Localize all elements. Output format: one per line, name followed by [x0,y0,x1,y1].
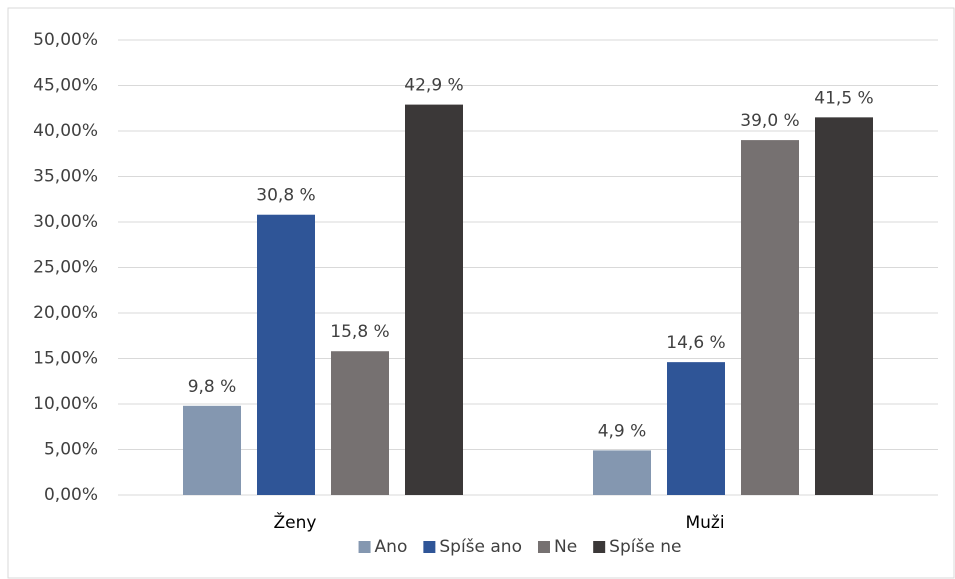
value-label: 30,8 % [256,186,315,206]
y-tick-label: 45,00% [33,76,98,96]
chart-border [7,7,955,579]
value-label: 42,9 % [404,76,463,96]
bar [257,214,315,495]
bar [667,362,725,495]
y-tick-label: 0,00% [44,485,98,505]
y-tick-label: 25,00% [33,258,98,278]
bar [593,450,651,495]
y-tick-label: 5,00% [44,440,98,460]
y-tick-label: 40,00% [33,121,98,141]
value-label: 14,6 % [666,333,725,353]
x-tick-label: Ženy [274,511,317,533]
value-label: 15,8 % [330,322,389,342]
bar [183,405,241,495]
value-label: 9,8 % [188,377,237,397]
legend-swatch [358,541,371,553]
value-label: 41,5 % [814,88,873,108]
legend-swatch [537,541,550,553]
legend-label: Ano [375,537,408,557]
y-tick-label: 15,00% [33,349,98,369]
y-tick-label: 50,00% [33,30,98,50]
bar [815,117,873,495]
legend-label: Spíše ne [609,537,681,557]
legend-swatch [423,541,436,553]
value-label: 4,9 % [598,421,647,441]
legend-label: Ne [554,537,577,557]
bar [405,104,463,496]
y-tick-label: 30,00% [33,212,98,232]
x-tick-label: Muži [685,513,724,533]
legend-swatch [593,541,606,553]
bar [741,140,799,495]
y-tick-label: 10,00% [33,394,98,414]
bar [331,351,389,495]
y-tick-label: 35,00% [33,167,98,187]
value-label: 39,0 % [740,111,799,131]
legend-label: Spíše ano [439,537,522,557]
y-tick-label: 20,00% [33,303,98,323]
